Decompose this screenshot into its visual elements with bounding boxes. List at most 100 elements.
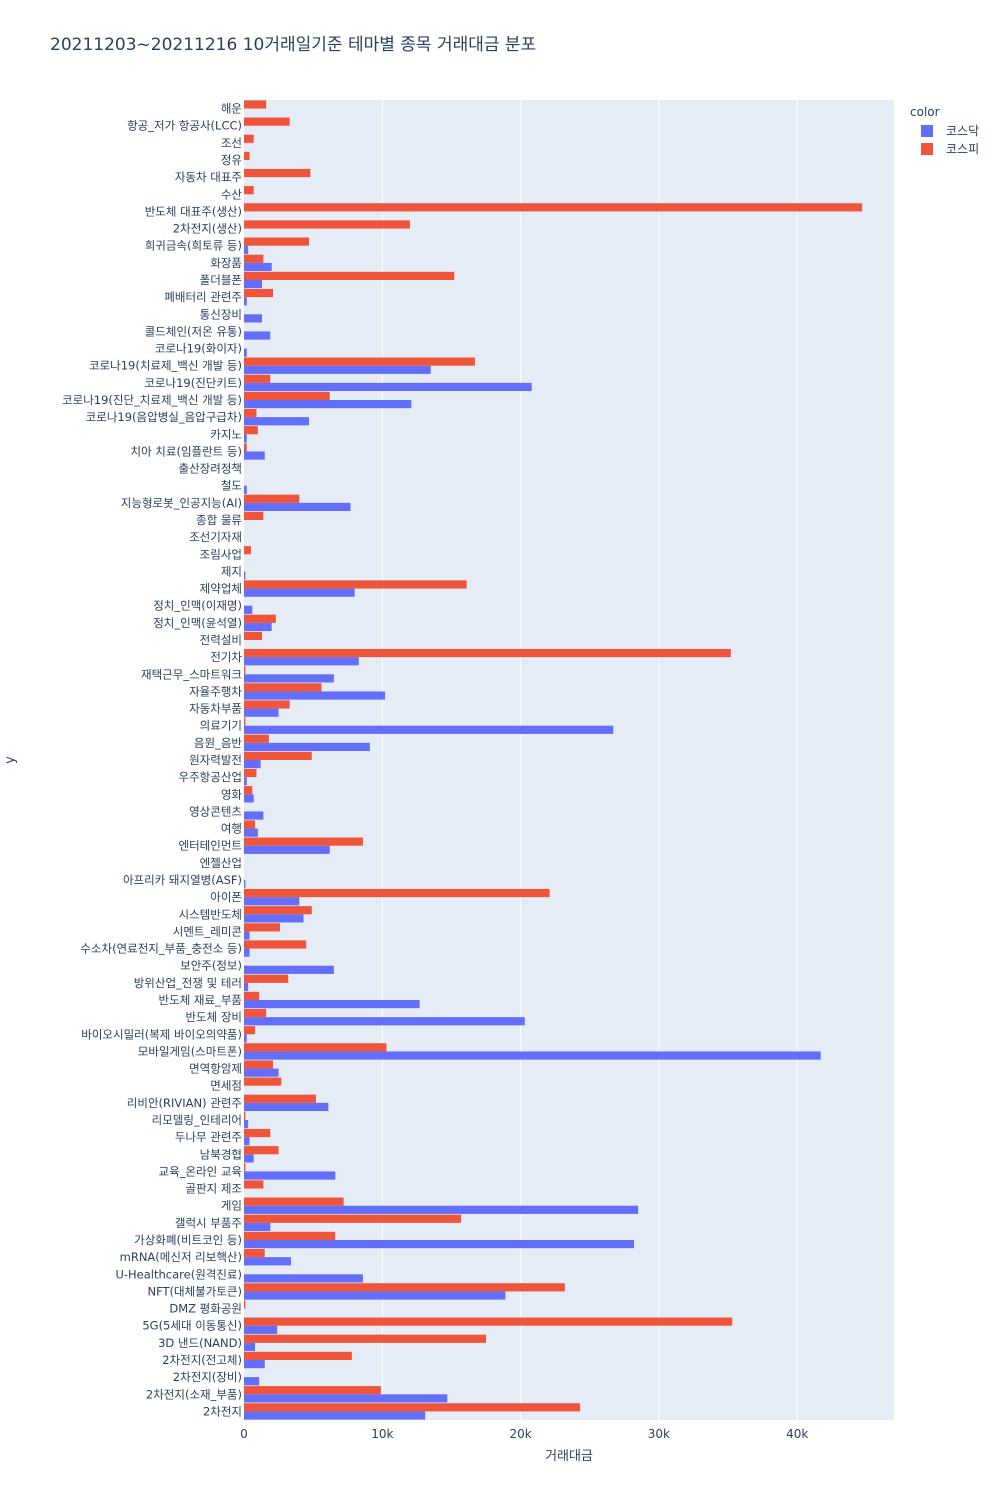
y-tick-label: 제지 [221, 564, 242, 578]
y-tick-label: 바이오시밀러(복제 바이오의약품) [81, 1027, 242, 1041]
bar-kosdaq [244, 794, 254, 803]
bar-kospi [244, 426, 258, 435]
bar-kospi [244, 408, 257, 418]
bar-kosdaq [244, 1360, 265, 1369]
bar-kosdaq [244, 1205, 639, 1214]
bar-kospi [244, 1094, 316, 1103]
bar-kospi [244, 1300, 246, 1309]
bar-kospi [244, 1111, 246, 1120]
y-tick-label: 2차전지(생산) [173, 222, 242, 236]
bar-kosdaq [244, 845, 330, 854]
y-tick-label: DMZ 평화공원 [169, 1302, 242, 1316]
bar-kospi [244, 1248, 265, 1258]
bar-kospi [244, 1043, 387, 1052]
y-tick-label: 영상콘텐츠 [189, 804, 242, 818]
bar-kosdaq [244, 1342, 256, 1352]
y-tick-label: 가상화폐(비트코인 등) [134, 1233, 242, 1247]
y-tick-label: 교육_온라인 교육 [159, 1164, 242, 1178]
bar-kospi [244, 1334, 487, 1343]
bar-kosdaq [244, 742, 370, 752]
bar-kosdaq [244, 1102, 329, 1112]
y-tick-label: 3D 낸드(NAND) [158, 1336, 242, 1350]
y-tick-label: 엔젤산업 [200, 856, 242, 870]
y-tick-label: 면역항암제 [189, 1062, 242, 1076]
y-tick-label: 폐배터리 관련주 [164, 290, 242, 304]
y-tick-label: 여행 [221, 822, 242, 836]
bar-kospi [244, 271, 455, 280]
bar-kospi [244, 751, 312, 760]
bar-kospi [244, 374, 271, 383]
bar-kosdaq [244, 348, 247, 357]
bar-kosdaq [244, 1051, 821, 1060]
bar-kosdaq [244, 708, 279, 717]
bar-kosdaq [244, 1222, 271, 1232]
y-tick-label: 자율주행차 [189, 684, 242, 698]
y-tick-label: NFT(대체불가토큰) [148, 1284, 243, 1298]
bar-kospi [244, 1403, 581, 1412]
bar-kosdaq [244, 725, 614, 734]
y-tick-label: 코로나19(화이자) [155, 342, 242, 356]
bar-kosdaq [244, 502, 351, 512]
bar-kospi [244, 511, 264, 520]
y-tick-label: 두나무 관련주 [175, 1130, 242, 1144]
x-tick-labels: 0 10k 20k 30k 40k [240, 1427, 808, 1441]
bar-kospi [244, 1214, 462, 1223]
bar-kosdaq [244, 280, 262, 289]
bar-kospi [244, 888, 550, 898]
y-tick-label: 갤럭시 부품주 [175, 1216, 242, 1230]
bar-kospi [244, 203, 863, 212]
legend-title: color [910, 105, 940, 119]
bar-kospi [244, 220, 410, 229]
bar-kospi [244, 768, 257, 778]
y-tick-label: 음원_음반 [194, 736, 242, 750]
y-tick-label: 시멘트_레미콘 [173, 924, 242, 938]
y-tick-label: 영화 [221, 787, 243, 801]
bar-kospi [244, 1180, 264, 1189]
y-tick-label: 출산장려정책 [179, 462, 242, 476]
bar-kospi [244, 1386, 381, 1395]
y-tick-label: 정치_인맥(윤석열) [153, 616, 242, 630]
y-tick-label: 보안주(정보) [180, 959, 242, 973]
bar-kosdaq [244, 674, 334, 683]
y-tick-label: 모바일게임(스마트폰) [138, 1044, 242, 1058]
bar-kospi [244, 117, 290, 126]
y-tick-label: 엔터테인먼트 [179, 839, 242, 853]
plot-area [244, 100, 894, 1420]
legend-swatch-kospi [921, 143, 933, 155]
bar-kosdaq [244, 1394, 448, 1403]
y-tick-label: 조선 [221, 136, 242, 150]
legend-label-kospi: 코스피 [946, 142, 979, 156]
bar-kosdaq [244, 931, 250, 940]
bar-kospi [244, 1060, 274, 1069]
bar-kospi [244, 151, 250, 160]
bar-kospi [244, 186, 254, 195]
bar-kosdaq [244, 880, 246, 889]
legend-label-kosdaq: 코스닥 [946, 124, 979, 138]
y-tick-label: 골판지 제조 [185, 1182, 242, 1196]
y-tick-label: 수소차(연료전지_부품_충전소 등) [80, 942, 242, 956]
bar-kosdaq [244, 897, 300, 906]
bar-kospi [244, 1008, 267, 1018]
y-tick-label: 2차전지(전고체) [162, 1353, 242, 1367]
bar-kosdaq [244, 691, 386, 700]
y-tick-label: 5G(5세대 이동통신) [142, 1319, 242, 1333]
bar-kospi [244, 648, 731, 658]
y-tick-label: 반도체 대표주(생산) [145, 204, 242, 218]
y-tick-label: U-Healthcare(원격진료) [115, 1267, 242, 1281]
y-tick-label: 종합 물류 [196, 513, 242, 527]
y-axis-title: y [3, 756, 18, 764]
y-tick-label: 희귀금속(희토류 등) [145, 239, 242, 253]
bar-kospi [244, 546, 251, 555]
x-tick-label: 30k [648, 1427, 670, 1441]
bar-kosdaq [244, 400, 412, 409]
y-tick-label: 아프리카 돼지열병(ASF) [123, 873, 242, 887]
bar-kospi [244, 1317, 733, 1326]
y-tick-label: 전기차 [210, 650, 242, 664]
bar-kosdaq [244, 245, 249, 254]
bar-kospi [244, 288, 274, 298]
y-tick-label: 폴더블폰 [200, 273, 242, 287]
bar-kosdaq [244, 1154, 254, 1163]
y-tick-label: 2차전지(소재_부품) [146, 1387, 242, 1401]
